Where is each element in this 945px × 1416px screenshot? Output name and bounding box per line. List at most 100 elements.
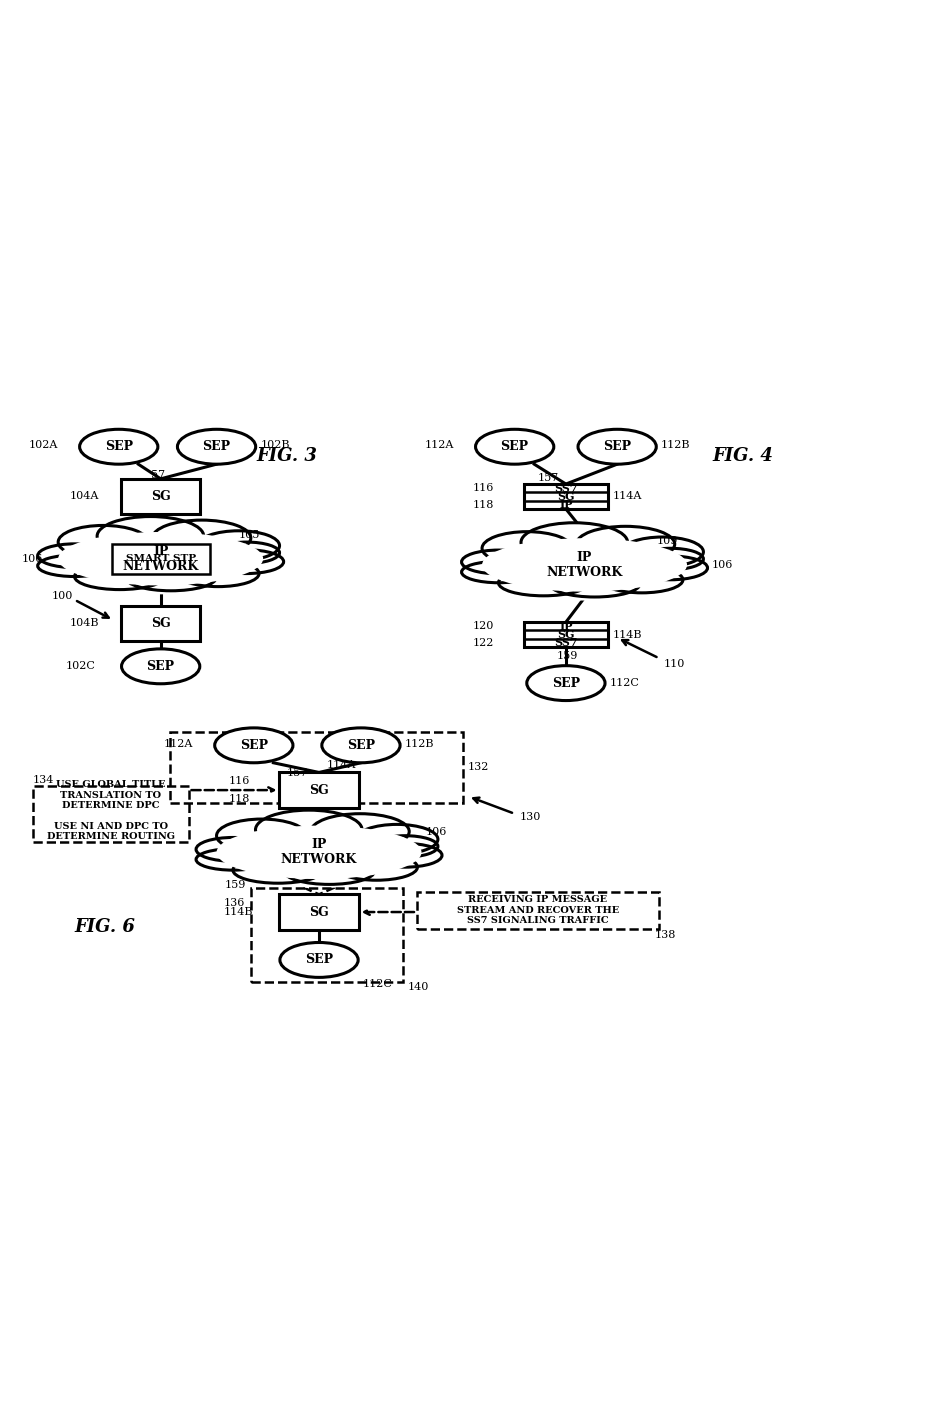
Ellipse shape: [152, 520, 250, 555]
Text: 106: 106: [22, 554, 43, 564]
Ellipse shape: [59, 525, 148, 559]
Text: SMART STP: SMART STP: [126, 554, 196, 564]
Ellipse shape: [461, 530, 707, 600]
Text: 102C: 102C: [65, 661, 95, 671]
Ellipse shape: [284, 858, 374, 885]
Ellipse shape: [215, 728, 293, 763]
Ellipse shape: [38, 555, 112, 576]
Text: SG: SG: [150, 490, 170, 503]
Ellipse shape: [75, 564, 164, 589]
Text: 130: 130: [519, 811, 541, 821]
Text: 132: 132: [468, 762, 490, 772]
Text: SEP: SEP: [552, 677, 579, 690]
Ellipse shape: [372, 835, 438, 857]
Text: 112A: 112A: [424, 440, 454, 450]
Ellipse shape: [601, 566, 682, 593]
Text: 116: 116: [472, 483, 494, 493]
Text: 138: 138: [654, 930, 676, 940]
Text: SEP: SEP: [347, 739, 375, 752]
Text: 106: 106: [425, 827, 447, 837]
Text: 112B: 112B: [661, 440, 690, 450]
Text: 112C: 112C: [363, 978, 392, 988]
Text: 109: 109: [656, 537, 678, 547]
Text: 140: 140: [407, 981, 429, 991]
Text: IP
NETWORK: IP NETWORK: [123, 545, 198, 572]
Ellipse shape: [577, 429, 656, 464]
Text: IP
NETWORK: IP NETWORK: [281, 838, 357, 867]
Text: 136: 136: [223, 898, 245, 908]
Text: 120: 120: [472, 622, 494, 632]
Text: 114A: 114A: [612, 491, 642, 501]
Text: 114B: 114B: [223, 908, 253, 918]
Ellipse shape: [280, 943, 358, 977]
Text: RECEIVING IP MESSAGE
STREAM AND RECOVER THE
SS7 SIGNALING TRAFFIC: RECEIVING IP MESSAGE STREAM AND RECOVER …: [456, 895, 619, 925]
Text: 157: 157: [286, 767, 307, 777]
Ellipse shape: [196, 848, 269, 871]
Text: SEP: SEP: [146, 660, 175, 673]
Text: FIG. 3: FIG. 3: [256, 447, 317, 464]
Text: 159: 159: [557, 651, 577, 661]
Text: 159: 159: [225, 881, 247, 891]
Ellipse shape: [526, 666, 605, 701]
FancyBboxPatch shape: [121, 479, 200, 514]
Ellipse shape: [255, 810, 362, 850]
Text: 134: 134: [33, 775, 55, 784]
Ellipse shape: [475, 429, 554, 464]
Text: 122: 122: [472, 637, 494, 649]
Ellipse shape: [216, 826, 421, 879]
Text: SEP: SEP: [105, 440, 132, 453]
Text: SG: SG: [309, 783, 329, 797]
Text: 104B: 104B: [70, 619, 99, 629]
Text: FIG. 4: FIG. 4: [713, 447, 773, 464]
Text: 104A: 104A: [70, 491, 99, 501]
Text: SS7: SS7: [554, 483, 577, 494]
Text: 110: 110: [663, 660, 685, 670]
Ellipse shape: [177, 561, 259, 586]
Ellipse shape: [521, 523, 627, 562]
Ellipse shape: [38, 523, 284, 595]
Text: 100: 100: [51, 590, 73, 600]
Text: SEP: SEP: [202, 440, 231, 453]
Ellipse shape: [210, 549, 284, 573]
Ellipse shape: [126, 565, 215, 590]
Text: 114A: 114A: [326, 760, 355, 770]
Ellipse shape: [482, 538, 687, 592]
FancyBboxPatch shape: [280, 773, 358, 807]
Text: IP
NETWORK: IP NETWORK: [546, 551, 623, 579]
FancyBboxPatch shape: [524, 622, 608, 647]
Ellipse shape: [38, 544, 112, 568]
Text: USE GLOBAL TITLE
TRANSLATION TO
DETERMINE DPC

USE NI AND DPC TO
DETERMINE ROUTI: USE GLOBAL TITLE TRANSLATION TO DETERMIN…: [47, 780, 175, 841]
Text: 116: 116: [228, 776, 249, 786]
Text: 157: 157: [538, 473, 558, 483]
Ellipse shape: [461, 549, 535, 573]
Ellipse shape: [97, 517, 203, 555]
Text: SEP: SEP: [603, 440, 631, 453]
Text: SS7: SS7: [554, 637, 577, 649]
Text: 102A: 102A: [28, 440, 58, 450]
Ellipse shape: [638, 548, 703, 569]
Text: FIG. 6: FIG. 6: [75, 918, 135, 936]
Text: 112A: 112A: [163, 739, 193, 749]
Ellipse shape: [461, 561, 535, 583]
Ellipse shape: [549, 571, 640, 598]
Ellipse shape: [196, 837, 269, 861]
Text: 112C: 112C: [610, 678, 639, 688]
Ellipse shape: [311, 814, 409, 850]
Text: 102B: 102B: [260, 440, 290, 450]
Ellipse shape: [621, 537, 703, 566]
Ellipse shape: [633, 556, 707, 579]
Text: SG: SG: [557, 629, 575, 640]
Text: 118: 118: [228, 794, 249, 804]
Ellipse shape: [214, 542, 280, 564]
FancyBboxPatch shape: [112, 544, 210, 573]
Text: SEP: SEP: [500, 440, 528, 453]
FancyBboxPatch shape: [121, 606, 200, 641]
Text: 118: 118: [472, 500, 494, 510]
Ellipse shape: [216, 818, 306, 852]
Ellipse shape: [232, 857, 323, 884]
Ellipse shape: [498, 569, 589, 596]
Ellipse shape: [576, 527, 675, 562]
Ellipse shape: [59, 532, 263, 585]
Text: 106: 106: [712, 559, 732, 569]
Text: IP: IP: [558, 620, 573, 632]
